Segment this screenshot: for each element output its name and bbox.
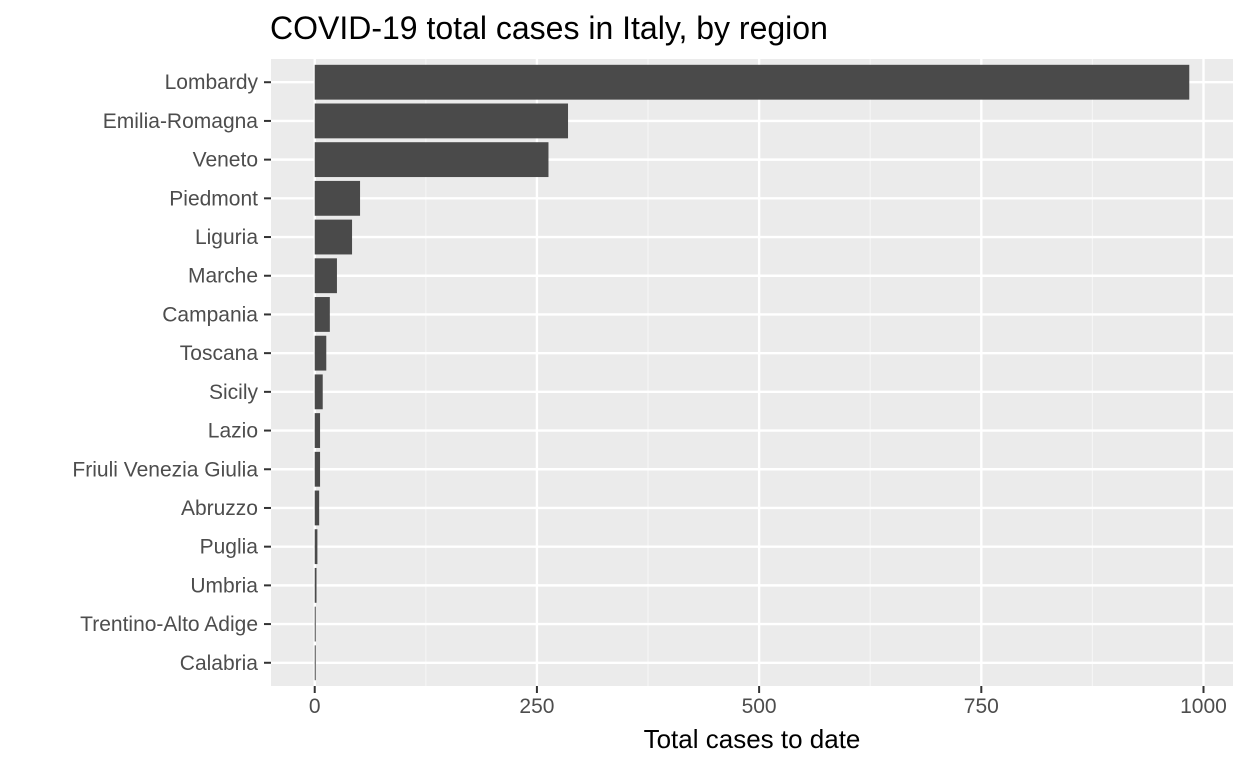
x-tick-label: 1000 (1180, 695, 1227, 718)
y-tick-label: Campania (162, 303, 258, 326)
chart-title: COVID-19 total cases in Italy, by region (270, 10, 828, 46)
bar-liguria (314, 219, 353, 255)
y-tick-label: Friuli Venezia Giulia (72, 458, 258, 481)
bar-lombardy (314, 64, 1190, 100)
x-axis-title: Total cases to date (644, 724, 861, 754)
x-tick-label: 0 (309, 695, 321, 718)
y-tick-label: Toscana (180, 342, 259, 365)
y-tick-label: Piedmont (169, 187, 258, 210)
bar-veneto (314, 142, 549, 178)
y-tick-label: Marche (188, 265, 258, 288)
y-axis: Lombardy Emilia-Romagna Veneto Piedmont Ligu… (72, 71, 271, 675)
y-tick-label: Umbria (190, 574, 258, 597)
bar-friuli-venezia-giulia (314, 451, 321, 487)
x-tick-label: 500 (742, 695, 777, 718)
x-tick-label: 250 (519, 695, 554, 718)
bar-umbria (314, 567, 317, 603)
y-tick-label: Lombardy (165, 71, 259, 94)
y-tick-label: Lazio (208, 420, 258, 443)
y-tick-label: Abruzzo (181, 497, 258, 520)
bar-emilia-romagna (314, 103, 569, 139)
y-tick-label: Sicily (209, 381, 259, 404)
bar-lazio (314, 413, 321, 448)
bar-abruzzo (314, 490, 320, 526)
bar-calabria (314, 645, 316, 681)
bar-trentino-alto-adige (314, 606, 316, 642)
y-tick-label: Calabria (180, 652, 259, 675)
bar-sicily (314, 374, 323, 410)
bar-piedmont (314, 180, 361, 216)
bar-marche (314, 258, 337, 294)
y-tick-label: Puglia (200, 536, 259, 559)
x-axis: 0 250 500 750 1000 (309, 686, 1227, 718)
bar-toscana (314, 335, 327, 371)
y-tick-label: Emilia-Romagna (103, 110, 259, 133)
bars (314, 64, 1190, 681)
bar-puglia (314, 529, 318, 565)
y-tick-label: Trentino-Alto Adige (80, 613, 258, 636)
x-tick-label: 750 (964, 695, 999, 718)
y-tick-label: Liguria (195, 226, 258, 249)
bar-campania (314, 297, 330, 332)
y-tick-label: Veneto (193, 149, 258, 172)
